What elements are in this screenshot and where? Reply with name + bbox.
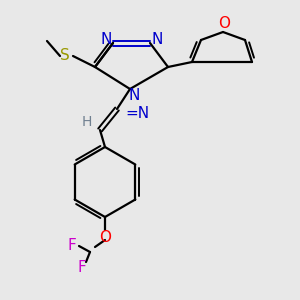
Text: O: O <box>99 230 111 244</box>
Text: S: S <box>60 49 70 64</box>
Text: N: N <box>151 32 163 46</box>
Text: N: N <box>128 88 140 104</box>
Text: N: N <box>100 32 112 46</box>
Text: =N: =N <box>125 106 149 121</box>
Text: H: H <box>82 115 92 129</box>
Text: F: F <box>78 260 86 274</box>
Text: F: F <box>68 238 76 253</box>
Text: O: O <box>218 16 230 31</box>
